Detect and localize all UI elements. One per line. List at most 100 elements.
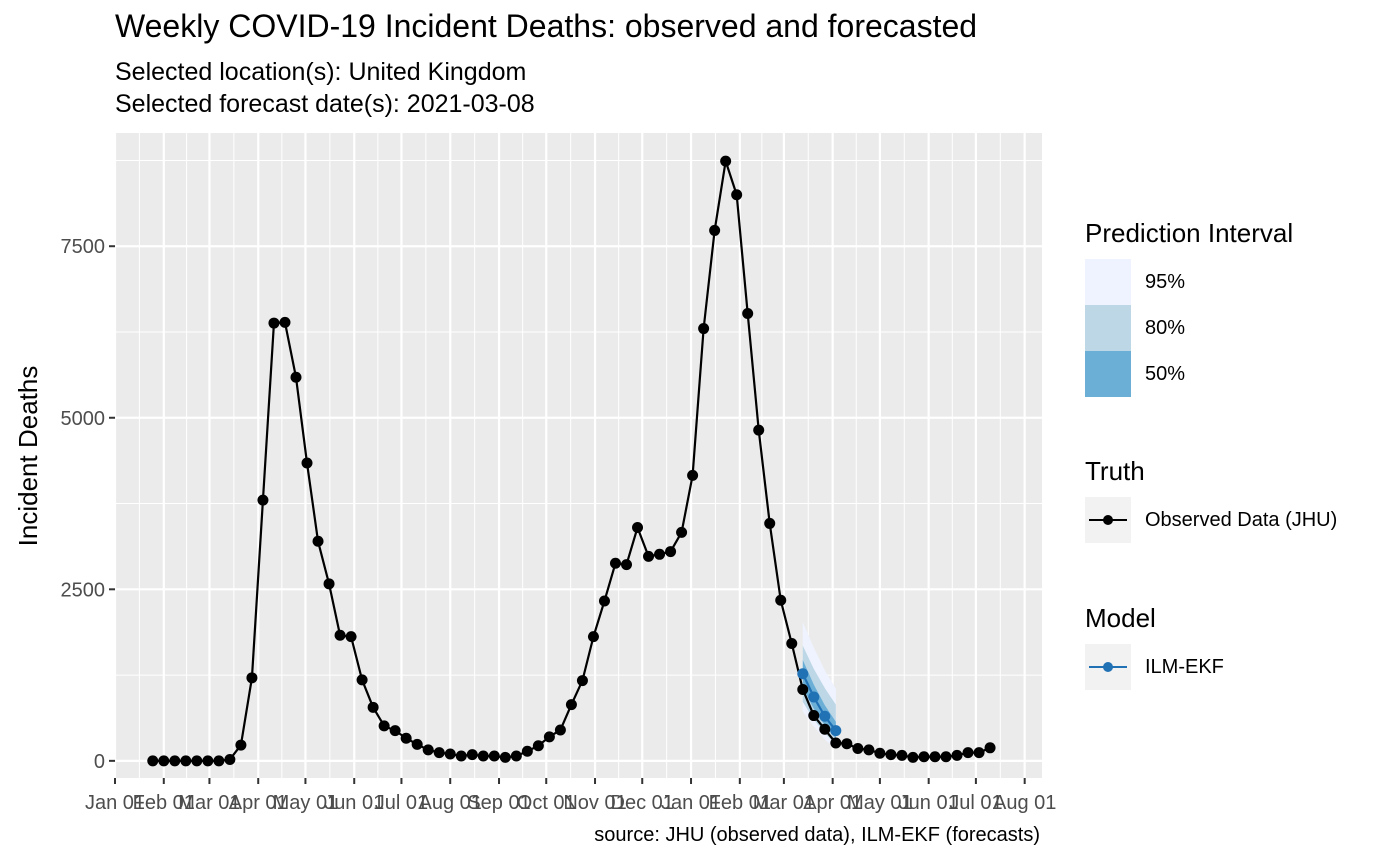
forecast-line xyxy=(801,673,837,732)
observed-point xyxy=(863,744,875,756)
legend-label-80: 80% xyxy=(1145,316,1186,339)
x-tick-label: Aug 01 xyxy=(419,792,482,814)
y-tick-label: 5000 xyxy=(61,408,106,430)
observed-point xyxy=(554,724,566,736)
legend-label-ilm-ekf: ILM-EKF xyxy=(1145,655,1224,678)
observed-point xyxy=(698,323,710,335)
forecast-series xyxy=(797,668,842,737)
observed-point xyxy=(819,723,831,735)
observed-point xyxy=(576,675,588,687)
observed-point xyxy=(290,371,302,383)
observed-point xyxy=(609,557,621,569)
observed-point xyxy=(422,744,434,756)
x-tick-label: Sep 01 xyxy=(467,792,530,814)
observed-point xyxy=(962,747,974,759)
observed-point xyxy=(147,755,159,767)
x-tick-label: Jul 01 xyxy=(375,792,428,814)
observed-point xyxy=(235,739,247,751)
legend-prediction-interval: Prediction Interval 95% 80% 50% xyxy=(1085,218,1293,397)
observed-point xyxy=(378,720,390,732)
grid-minor xyxy=(115,133,1042,778)
observed-point xyxy=(202,755,214,767)
observed-point xyxy=(246,672,258,684)
legend-item-50: 50% xyxy=(1085,351,1293,397)
observed-point xyxy=(444,748,456,760)
observed-point xyxy=(213,755,225,767)
legend-label-95: 95% xyxy=(1145,270,1186,293)
observed-point xyxy=(742,307,754,319)
observed-point xyxy=(896,749,908,761)
legend-truth: Truth Observed Data (JHU) xyxy=(1085,456,1337,543)
observed-point xyxy=(764,517,776,529)
legend-key-observed xyxy=(1085,497,1131,543)
observed-point xyxy=(411,738,423,750)
grid-major xyxy=(113,133,1042,778)
x-tick-label: Feb 01 xyxy=(709,792,771,814)
observed-point xyxy=(543,731,555,743)
legend-label-50: 50% xyxy=(1145,362,1186,385)
x-tick-label: Jun 01 xyxy=(899,792,959,814)
observed-point xyxy=(312,535,324,547)
observed-point xyxy=(400,732,412,744)
forecast-point xyxy=(830,725,842,737)
observed-point xyxy=(389,725,401,737)
observed-point xyxy=(532,740,544,752)
chart-title: Weekly COVID-19 Incident Deaths: observe… xyxy=(115,8,978,44)
model-key-glyph xyxy=(1089,662,1127,672)
y-tick-label: 7500 xyxy=(61,236,106,258)
x-tick-label: Nov 01 xyxy=(563,792,626,814)
observed-point xyxy=(808,710,820,722)
observed-point xyxy=(643,550,655,562)
observed-point xyxy=(940,751,952,763)
observed-point xyxy=(466,749,478,761)
legend-model: Model ILM-EKF xyxy=(1085,603,1224,690)
x-tick-label: May 01 xyxy=(273,792,339,814)
observed-point xyxy=(510,750,522,762)
observed-point xyxy=(885,749,897,761)
observed-point xyxy=(984,742,996,754)
observed-point xyxy=(797,683,809,695)
observed-point xyxy=(257,494,269,506)
observed-point xyxy=(841,738,853,750)
observed-point xyxy=(720,155,732,167)
observed-point xyxy=(731,189,743,201)
x-tick-label: Feb 01 xyxy=(133,792,195,814)
observed-point xyxy=(191,755,203,767)
observed-point xyxy=(654,548,666,560)
observed-point xyxy=(665,546,677,558)
x-tick-label: Jan 01 xyxy=(85,792,145,814)
chart-subtitle-location: Selected location(s): United Kingdom xyxy=(115,58,527,86)
observed-point xyxy=(621,559,633,571)
observed-point xyxy=(499,751,511,763)
observed-point xyxy=(632,522,644,534)
x-tick-label: Apr 01 xyxy=(803,792,862,814)
x-tick-label: May 01 xyxy=(847,792,913,814)
observed-point xyxy=(951,749,963,761)
x-tick-label: Mar 01 xyxy=(753,792,815,814)
x-tick-label: Apr 01 xyxy=(229,792,288,814)
forecast-point xyxy=(797,668,809,680)
legend-title-truth: Truth xyxy=(1085,456,1145,486)
observed-point xyxy=(521,745,533,757)
observed-point xyxy=(345,631,357,643)
observed-series xyxy=(147,155,996,767)
observed-point xyxy=(433,747,445,759)
observed-point xyxy=(907,751,919,763)
observed-point xyxy=(169,755,181,767)
observed-point xyxy=(598,595,610,607)
y-axis-label: Incident Deaths xyxy=(13,366,43,547)
legend-item-80: 80% xyxy=(1085,305,1293,351)
observed-point xyxy=(973,747,985,759)
observed-point xyxy=(775,594,787,606)
observed-point xyxy=(323,578,335,590)
observed-point xyxy=(676,526,688,538)
x-tick-label: Jun 01 xyxy=(324,792,384,814)
legend-key-ilm-ekf xyxy=(1085,644,1131,690)
chart-caption: source: JHU (observed data), ILM-EKF (fo… xyxy=(594,824,1040,846)
observed-point xyxy=(334,629,346,641)
observed-point xyxy=(279,316,291,328)
observed-point xyxy=(753,424,765,436)
observed-key-glyph xyxy=(1089,515,1127,525)
